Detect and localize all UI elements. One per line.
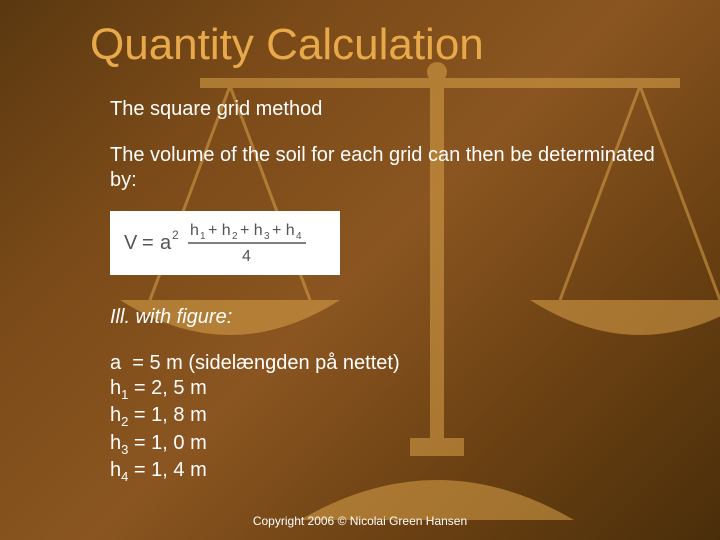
param-h3: h3 = 1, 0 m [110, 431, 680, 458]
description: The volume of the soil for each grid can… [110, 143, 680, 193]
formula-box: V = a 2 h 1 + h 2 + h 3 + h 4 4 [110, 211, 340, 275]
param-h2: h2 = 1, 8 m [110, 403, 680, 430]
slide-content: Quantity Calculation The square grid met… [0, 0, 720, 485]
svg-text:1: 1 [200, 231, 206, 242]
svg-text:4: 4 [296, 231, 302, 242]
copyright-text: Copyright 2006 © Nicolai Green Hansen [0, 514, 720, 528]
svg-text:+ h: + h [240, 222, 263, 239]
formula-lhs: V [124, 232, 138, 254]
formula-eq: = [142, 232, 154, 254]
illustration-label: Ill. with figure: [110, 306, 680, 329]
page-title: Quantity Calculation [90, 20, 680, 70]
param-a: a = 5 m (sidelængden på nettet) [110, 351, 680, 376]
formula-coef: a [160, 232, 172, 254]
svg-text:2: 2 [232, 231, 238, 242]
formula-denominator: 4 [242, 248, 251, 265]
param-h1: h1 = 2, 5 m [110, 376, 680, 403]
formula-exp: 2 [172, 228, 179, 242]
svg-text:3: 3 [264, 231, 270, 242]
svg-text:+ h: + h [208, 222, 231, 239]
svg-text:+ h: + h [272, 222, 295, 239]
param-h4: h4 = 1, 4 m [110, 458, 680, 485]
formula-numerator: h [190, 222, 199, 239]
subtitle: The square grid method [110, 98, 680, 121]
parameter-list: a = 5 m (sidelængden på nettet) h1 = 2, … [110, 351, 680, 485]
